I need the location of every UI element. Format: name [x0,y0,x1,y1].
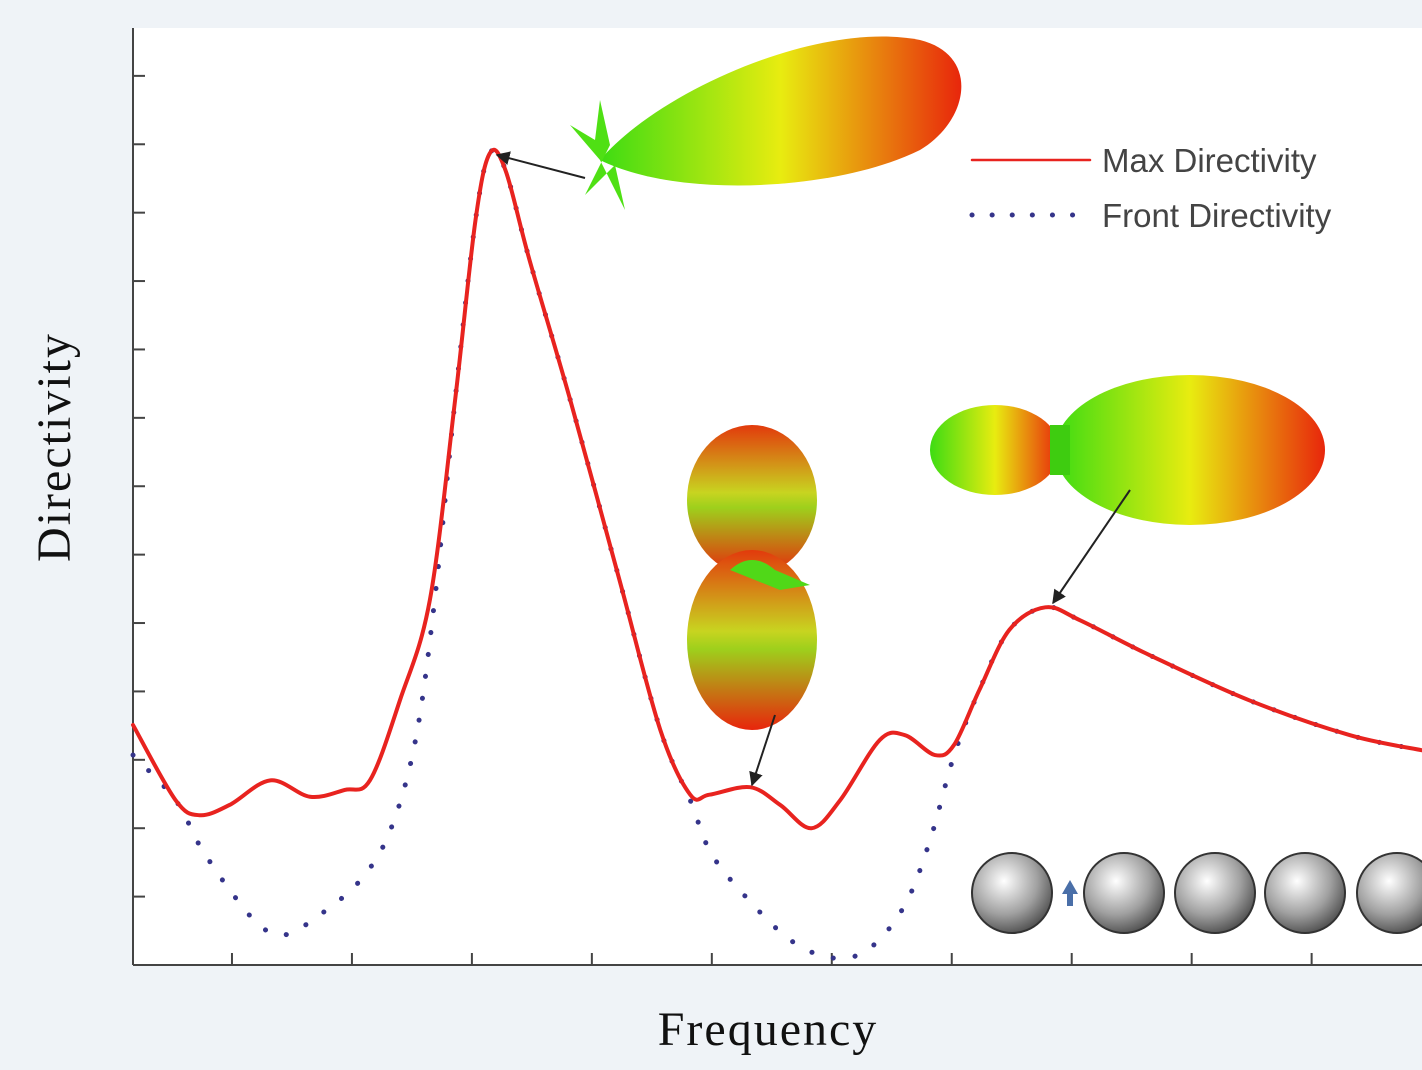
legend-label: Front Directivity [1102,197,1332,234]
y-axis-label: Directivity [28,332,81,562]
legend-label: Max Directivity [1102,142,1317,179]
chart: Max Directivity Front Directivity Frequen… [0,0,1422,1070]
x-axis-label: Frequency [658,1003,879,1056]
